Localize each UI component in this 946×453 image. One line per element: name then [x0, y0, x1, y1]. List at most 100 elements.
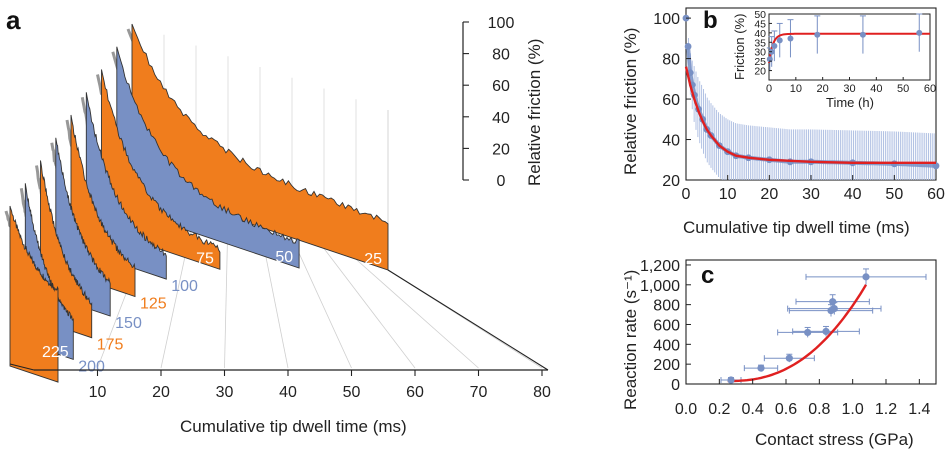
inset-data-point — [916, 29, 923, 36]
inset-x-tick-label: 30 — [843, 83, 855, 95]
floor-gridline — [160, 205, 197, 369]
inset-frame — [768, 13, 931, 81]
data-point — [804, 328, 812, 337]
panel-b-x-label: Cumulative tip dwell time (ms) — [683, 218, 910, 237]
x-tick-label: 0.4 — [742, 401, 764, 418]
y-tick-label: 20 — [662, 173, 680, 190]
fit-line — [684, 66, 936, 164]
x-tick-label: 30 — [216, 384, 234, 401]
inset-x-tick-label: 20 — [817, 83, 829, 95]
error-bars — [688, 37, 935, 180]
x-tick-label: 10 — [719, 186, 737, 203]
x-tick-label: 40 — [844, 186, 862, 203]
inset-y-tick-label: 25 — [754, 56, 766, 68]
x-tick-label: 80 — [533, 384, 551, 401]
fit-line — [727, 284, 868, 383]
series-area — [9, 205, 59, 383]
inset-x-tick-label: 60 — [924, 83, 936, 95]
x-tick-label: 60 — [927, 186, 945, 203]
x-tick-label: 50 — [885, 186, 903, 203]
y-tick-label: 600 — [653, 317, 680, 334]
x-tick-label: 50 — [343, 384, 361, 401]
inset-y-tick-label: 20 — [754, 66, 766, 78]
x-tick-label: 30 — [802, 186, 820, 203]
waterfall-series: 225 nN — [4, 205, 94, 383]
inset-y-label: Friction (%) — [732, 14, 747, 80]
floor-gridline — [323, 248, 416, 369]
inset-data-point — [787, 35, 794, 42]
z-tick-label: 80 — [492, 47, 510, 64]
y-tick-label: 80 — [662, 52, 680, 69]
z-tick-label: 100 — [488, 15, 515, 32]
x-tick-label: 20 — [760, 186, 778, 203]
series-area — [131, 23, 389, 271]
x-tick-label: 0 — [682, 186, 691, 203]
z-tick-label: 40 — [492, 110, 510, 127]
x-tick-label: 20 — [152, 384, 170, 401]
waterfall-series: 25 — [126, 23, 389, 271]
y-tick-label: 0 — [671, 377, 680, 394]
series-area — [101, 69, 221, 270]
panel-a-depth-axis — [387, 269, 549, 371]
series-label: 75 — [196, 250, 214, 267]
z-tick-label: 60 — [492, 78, 510, 95]
panel-c-x-label: Contact stress (GPa) — [755, 430, 914, 449]
data-point — [862, 273, 870, 281]
inset-x-tick-label: 0 — [766, 83, 772, 95]
inset-x-label: Time (h) — [826, 95, 874, 110]
data-point — [757, 364, 765, 372]
x-tick-label: 1.4 — [908, 401, 930, 418]
y-tick-label: 1,200 — [640, 258, 680, 275]
y-tick-label: 1,000 — [640, 278, 680, 295]
x-tick-label: 60 — [406, 384, 424, 401]
x-tick-label: 0.8 — [808, 401, 830, 418]
inset-y-tick-label: 45 — [754, 18, 766, 30]
z-tick-label: 0 — [497, 173, 506, 190]
panel-label-b: b — [703, 7, 718, 34]
series-label: 125 — [140, 296, 167, 313]
panel-a-z-label: Relative friction (%) — [525, 39, 544, 186]
series-label: 50 — [275, 249, 293, 266]
y-tick-label: 200 — [653, 357, 680, 374]
y-tick-label: 800 — [653, 298, 680, 315]
inset-data-point — [814, 31, 821, 38]
inset-y-tick-label: 50 — [754, 9, 766, 21]
series-label: 225 nN — [42, 344, 94, 361]
inset-x-tick-label: 10 — [790, 83, 802, 95]
x-tick-label: 1.2 — [875, 401, 897, 418]
x-tick-label: 10 — [89, 384, 107, 401]
waterfall-series: 75 — [96, 69, 221, 270]
y-tick-label: 40 — [662, 133, 680, 150]
y-tick-label: 60 — [662, 92, 680, 109]
series-label: 175 — [97, 337, 124, 354]
inset-data-point — [776, 37, 783, 44]
panel-a-axes: 10 20 30 40 50 60 70 80 0 20 40 60 80 100 — [9, 15, 551, 401]
x-tick-label: 1.0 — [842, 401, 864, 418]
x-tick-label: 70 — [470, 384, 488, 401]
panel-c-plot: 0.0 0.2 0.4 0.6 0.8 1.0 1.2 1.4 0 200 400 600 800 1,0… — [640, 258, 937, 418]
data-point — [830, 305, 838, 313]
floor-gridline — [291, 237, 352, 369]
inset-y-tick-label: 35 — [754, 37, 766, 49]
panel-label-a: a — [6, 5, 21, 35]
inset-data-point — [859, 31, 866, 38]
inset-fit-line — [768, 32, 930, 64]
floor-gridline — [355, 258, 479, 369]
panel-a-front-edge — [9, 363, 35, 371]
inset-y-tick-label: 30 — [754, 47, 766, 59]
series-label: 25 — [364, 251, 382, 268]
panel-label-c: c — [701, 262, 714, 289]
y-tick-label: 400 — [653, 337, 680, 354]
inset-y-tick-label: 40 — [754, 28, 766, 40]
z-tick-label: 20 — [492, 141, 510, 158]
data-point — [785, 354, 793, 362]
inset-x-tick-label: 40 — [870, 83, 882, 95]
y-tick-label: 100 — [653, 11, 680, 28]
inset-x-tick-label: 50 — [897, 83, 909, 95]
series-label: 100 — [171, 278, 198, 295]
inset-data-point — [771, 43, 778, 50]
series-label: 150 — [115, 315, 142, 332]
panel-a-x-label: Cumulative tip dwell time (ms) — [180, 417, 407, 436]
